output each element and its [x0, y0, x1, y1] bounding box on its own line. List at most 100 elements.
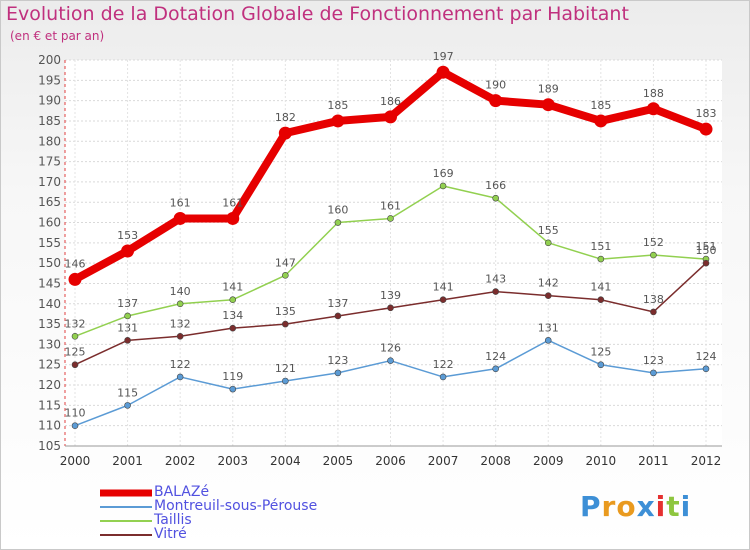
- y-tick-label: 135: [38, 317, 61, 331]
- data-label-balaze: 186: [380, 95, 401, 108]
- y-tick-label: 180: [38, 134, 61, 148]
- data-point-balaze: [489, 94, 503, 108]
- data-label-taillis: 132: [65, 317, 86, 330]
- data-point-montreuil: [439, 373, 447, 381]
- data-point-balaze: [331, 114, 345, 128]
- data-label-taillis: 137: [117, 297, 138, 310]
- data-label-vitre: 141: [590, 281, 611, 294]
- y-tick-label: 190: [38, 94, 61, 108]
- data-label-taillis: 155: [538, 224, 559, 237]
- data-label-vitre: 150: [696, 244, 717, 257]
- data-point-taillis: [544, 239, 552, 247]
- data-label-vitre: 125: [65, 346, 86, 359]
- data-point-montreuil: [229, 385, 237, 393]
- data-point-montreuil: [702, 365, 710, 373]
- data-point-vitre: [334, 312, 342, 320]
- data-label-vitre: 131: [117, 321, 138, 334]
- data-point-taillis: [334, 219, 342, 226]
- legend-label-taillis: Taillis: [154, 512, 192, 528]
- data-label-taillis: 147: [275, 256, 296, 269]
- legend-label-vitre: Vitré: [154, 526, 187, 542]
- data-point-vitre: [387, 304, 394, 312]
- x-tick-label: 2012: [691, 454, 722, 468]
- y-tick-label: 120: [38, 378, 61, 392]
- data-label-montreuil: 121: [275, 362, 296, 375]
- data-point-taillis: [439, 182, 447, 190]
- data-label-balaze: 189: [538, 83, 559, 96]
- y-tick-label: 115: [38, 398, 61, 412]
- legend-swatch-taillis: [100, 520, 152, 522]
- y-tick-label: 170: [38, 175, 61, 189]
- data-point-balaze: [121, 244, 135, 258]
- data-label-balaze: 161: [170, 196, 191, 209]
- data-label-montreuil: 125: [590, 346, 611, 359]
- data-label-montreuil: 115: [117, 386, 138, 399]
- data-point-taillis: [597, 255, 605, 263]
- data-point-taillis: [124, 312, 131, 320]
- y-tick-label: 125: [38, 358, 61, 372]
- data-label-montreuil: 123: [643, 354, 664, 367]
- legend-label-balaze: BALAZé: [154, 484, 210, 500]
- data-label-taillis: 166: [485, 179, 506, 192]
- chart-subtitle: (en € et par an): [10, 29, 105, 43]
- x-tick-label: 2004: [270, 454, 301, 468]
- x-tick-label: 2006: [375, 454, 406, 468]
- data-point-vitre: [492, 288, 499, 295]
- y-tick-label: 110: [38, 419, 61, 433]
- data-point-montreuil: [124, 402, 131, 409]
- data-label-taillis: 151: [696, 240, 717, 253]
- data-point-balaze: [384, 110, 397, 124]
- data-point-montreuil: [176, 373, 184, 381]
- data-point-montreuil: [387, 357, 394, 364]
- data-label-balaze: 185: [590, 99, 611, 112]
- data-label-vitre: 139: [380, 289, 401, 302]
- proxiti-logo: Proxiti: [580, 490, 692, 523]
- data-point-balaze: [278, 126, 292, 140]
- y-tick-label: 175: [38, 155, 61, 169]
- chart-title: Evolution de la Dotation Globale de Fonc…: [6, 3, 629, 25]
- data-point-montreuil: [282, 377, 289, 385]
- data-label-montreuil: 126: [380, 342, 401, 355]
- data-label-taillis: 160: [327, 204, 348, 217]
- data-label-vitre: 142: [538, 277, 559, 290]
- data-point-taillis: [650, 251, 657, 259]
- data-point-vitre: [71, 361, 79, 369]
- data-label-vitre: 132: [170, 317, 191, 330]
- data-label-montreuil: 110: [65, 407, 86, 420]
- data-label-vitre: 135: [275, 305, 296, 318]
- x-tick-label: 2005: [323, 454, 354, 468]
- data-label-montreuil: 119: [222, 370, 243, 383]
- data-label-taillis: 151: [590, 240, 611, 253]
- data-point-balaze: [594, 114, 608, 128]
- data-point-taillis: [229, 296, 237, 304]
- y-tick-label: 200: [38, 53, 61, 67]
- data-label-taillis: 161: [380, 199, 401, 212]
- legend-label-montreuil: Montreuil-sous-Pérouse: [154, 498, 318, 514]
- y-tick-label: 195: [38, 73, 61, 87]
- data-label-balaze: 185: [327, 99, 348, 112]
- data-label-vitre: 143: [485, 273, 506, 286]
- data-point-taillis: [282, 272, 289, 279]
- y-tick-label: 140: [38, 297, 61, 311]
- data-point-montreuil: [544, 337, 552, 344]
- data-label-vitre: 141: [433, 281, 454, 294]
- x-tick-label: 2007: [428, 454, 459, 468]
- data-label-montreuil: 122: [433, 358, 454, 371]
- data-label-balaze: 153: [117, 229, 138, 242]
- data-point-balaze: [699, 122, 713, 136]
- data-point-vitre: [282, 320, 289, 328]
- data-point-taillis: [387, 215, 394, 222]
- data-point-balaze: [646, 102, 660, 116]
- x-tick-label: 2003: [217, 454, 248, 468]
- x-tick-label: 2002: [165, 454, 196, 468]
- data-label-taillis: 152: [643, 236, 664, 249]
- x-tick-label: 2011: [638, 454, 669, 468]
- x-tick-label: 2010: [586, 454, 617, 468]
- data-label-balaze: 197: [433, 50, 454, 63]
- data-point-taillis: [492, 194, 499, 202]
- y-tick-label: 185: [38, 114, 61, 128]
- data-label-montreuil: 131: [538, 321, 559, 334]
- data-point-montreuil: [597, 361, 605, 369]
- plot-area: [65, 60, 722, 446]
